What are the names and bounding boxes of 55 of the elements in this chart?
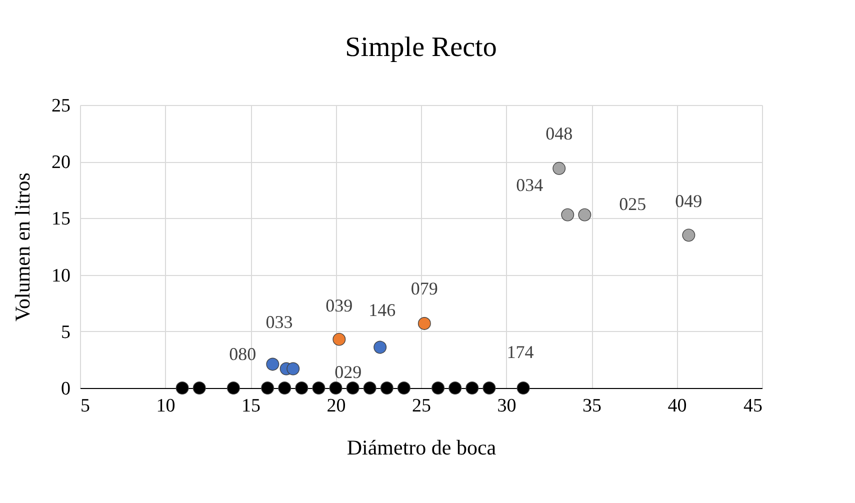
point — [261, 382, 274, 394]
annotation: 039 — [326, 295, 353, 316]
point — [561, 208, 574, 222]
y-tick-label: 20 — [52, 152, 70, 174]
annotation: 048 — [546, 123, 573, 144]
x-tick-label: 35 — [582, 396, 602, 416]
point — [346, 382, 360, 394]
point — [448, 382, 462, 394]
point — [418, 317, 431, 330]
point — [278, 382, 292, 394]
x-tick-label: 40 — [668, 396, 687, 416]
annotation: 174 — [506, 342, 534, 362]
point — [329, 382, 342, 394]
point — [552, 162, 566, 175]
x-axis-title: Diámetro de boca — [346, 436, 497, 460]
x-tick-label: 20 — [326, 396, 346, 416]
point — [432, 382, 445, 394]
point — [578, 208, 592, 222]
x-tick-label: 15 — [242, 396, 260, 416]
annotation: 025 — [619, 194, 646, 214]
annotation: 146 — [368, 300, 396, 320]
x-tick-label: 25 — [412, 396, 431, 416]
point — [363, 382, 376, 394]
point — [482, 382, 496, 394]
y-axis-title: Volumen en litros — [10, 172, 34, 322]
point — [466, 382, 479, 394]
y-tick-label: 15 — [52, 208, 70, 230]
point — [266, 358, 280, 371]
point — [516, 382, 530, 394]
point — [312, 382, 326, 394]
chart-title: Simple Recto — [345, 32, 497, 63]
x-tick-label: 5 — [80, 396, 90, 416]
point — [192, 382, 206, 394]
y-tick-label: 0 — [61, 378, 70, 400]
point — [332, 332, 346, 346]
annotation: 029 — [334, 362, 362, 382]
x-tick-label: 10 — [156, 396, 176, 416]
annotation: 034 — [516, 174, 544, 195]
point — [286, 362, 300, 376]
point — [397, 382, 410, 394]
point — [226, 382, 240, 394]
point — [374, 340, 387, 354]
y-tick-label: 5 — [61, 322, 70, 343]
point — [176, 382, 189, 394]
annotation: 079 — [410, 278, 438, 298]
point — [295, 382, 308, 394]
y-tick-label: 10 — [52, 265, 70, 286]
x-tick-label: 30 — [497, 396, 516, 416]
annotation: 049 — [675, 191, 702, 212]
y-tick-label: 25 — [52, 96, 70, 116]
annotation: 033 — [266, 312, 293, 332]
x-tick-label: 45 — [744, 396, 762, 416]
point — [380, 382, 394, 394]
annotation: 080 — [229, 344, 256, 364]
point — [682, 228, 696, 242]
